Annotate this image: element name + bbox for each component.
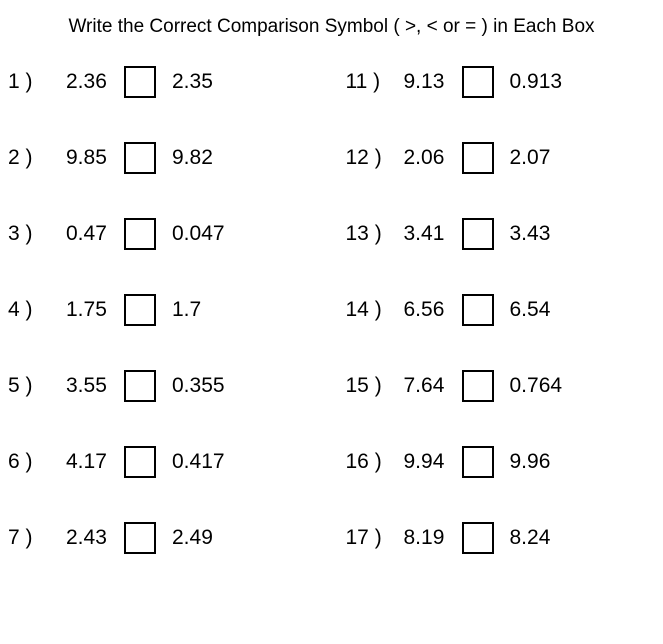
columns-wrap: 1 ) 2.36 2.35 2 ) 9.85 9.82 3 ) 0.47 0.0… [8, 66, 655, 554]
answer-box[interactable] [462, 142, 494, 174]
worksheet-page: Write the Correct Comparison Symbol ( >,… [0, 0, 663, 574]
answer-box[interactable] [462, 218, 494, 250]
problem-row: 15 ) 7.64 0.764 [346, 370, 656, 402]
left-value: 9.13 [404, 70, 452, 94]
right-value: 2.07 [504, 146, 656, 170]
right-value: 2.49 [166, 526, 318, 550]
right-value: 2.35 [166, 70, 318, 94]
problem-number: 1 ) [8, 70, 56, 94]
problem-number: 11 ) [346, 70, 394, 94]
problem-row: 16 ) 9.94 9.96 [346, 446, 656, 478]
problem-row: 14 ) 6.56 6.54 [346, 294, 656, 326]
problem-row: 6 ) 4.17 0.417 [8, 446, 318, 478]
left-value: 7.64 [404, 374, 452, 398]
right-value: 1.7 [166, 298, 318, 322]
left-value: 0.47 [66, 222, 114, 246]
answer-box[interactable] [124, 370, 156, 402]
problem-number: 3 ) [8, 222, 56, 246]
problem-number: 13 ) [346, 222, 394, 246]
problem-row: 1 ) 2.36 2.35 [8, 66, 318, 98]
answer-box[interactable] [124, 218, 156, 250]
problem-number: 7 ) [8, 526, 56, 550]
problem-row: 2 ) 9.85 9.82 [8, 142, 318, 174]
right-value: 0.355 [166, 374, 318, 398]
left-value: 4.17 [66, 450, 114, 474]
left-value: 8.19 [404, 526, 452, 550]
right-value: 0.047 [166, 222, 318, 246]
problem-row: 13 ) 3.41 3.43 [346, 218, 656, 250]
answer-box[interactable] [124, 294, 156, 326]
left-value: 6.56 [404, 298, 452, 322]
answer-box[interactable] [124, 66, 156, 98]
problem-number: 12 ) [346, 146, 394, 170]
problem-row: 12 ) 2.06 2.07 [346, 142, 656, 174]
right-value: 9.96 [504, 450, 656, 474]
problem-number: 2 ) [8, 146, 56, 170]
right-value: 0.764 [504, 374, 656, 398]
problem-number: 17 ) [346, 526, 394, 550]
problem-row: 11 ) 9.13 0.913 [346, 66, 656, 98]
answer-box[interactable] [462, 370, 494, 402]
answer-box[interactable] [124, 522, 156, 554]
left-value: 2.36 [66, 70, 114, 94]
problem-number: 14 ) [346, 298, 394, 322]
problem-number: 15 ) [346, 374, 394, 398]
problem-row: 4 ) 1.75 1.7 [8, 294, 318, 326]
answer-box[interactable] [462, 66, 494, 98]
right-column: 11 ) 9.13 0.913 12 ) 2.06 2.07 13 ) 3.41… [346, 66, 656, 554]
worksheet-title: Write the Correct Comparison Symbol ( >,… [8, 16, 655, 38]
left-value: 2.06 [404, 146, 452, 170]
left-value: 2.43 [66, 526, 114, 550]
problem-row: 17 ) 8.19 8.24 [346, 522, 656, 554]
right-value: 3.43 [504, 222, 656, 246]
right-value: 6.54 [504, 298, 656, 322]
left-value: 1.75 [66, 298, 114, 322]
answer-box[interactable] [462, 522, 494, 554]
right-value: 0.913 [504, 70, 656, 94]
right-value: 8.24 [504, 526, 656, 550]
answer-box[interactable] [124, 142, 156, 174]
left-value: 3.41 [404, 222, 452, 246]
left-value: 9.85 [66, 146, 114, 170]
left-value: 3.55 [66, 374, 114, 398]
problem-row: 7 ) 2.43 2.49 [8, 522, 318, 554]
left-column: 1 ) 2.36 2.35 2 ) 9.85 9.82 3 ) 0.47 0.0… [8, 66, 318, 554]
problem-number: 6 ) [8, 450, 56, 474]
problem-number: 5 ) [8, 374, 56, 398]
right-value: 0.417 [166, 450, 318, 474]
answer-box[interactable] [124, 446, 156, 478]
problem-number: 16 ) [346, 450, 394, 474]
answer-box[interactable] [462, 294, 494, 326]
problem-number: 4 ) [8, 298, 56, 322]
problem-row: 3 ) 0.47 0.047 [8, 218, 318, 250]
answer-box[interactable] [462, 446, 494, 478]
right-value: 9.82 [166, 146, 318, 170]
left-value: 9.94 [404, 450, 452, 474]
problem-row: 5 ) 3.55 0.355 [8, 370, 318, 402]
